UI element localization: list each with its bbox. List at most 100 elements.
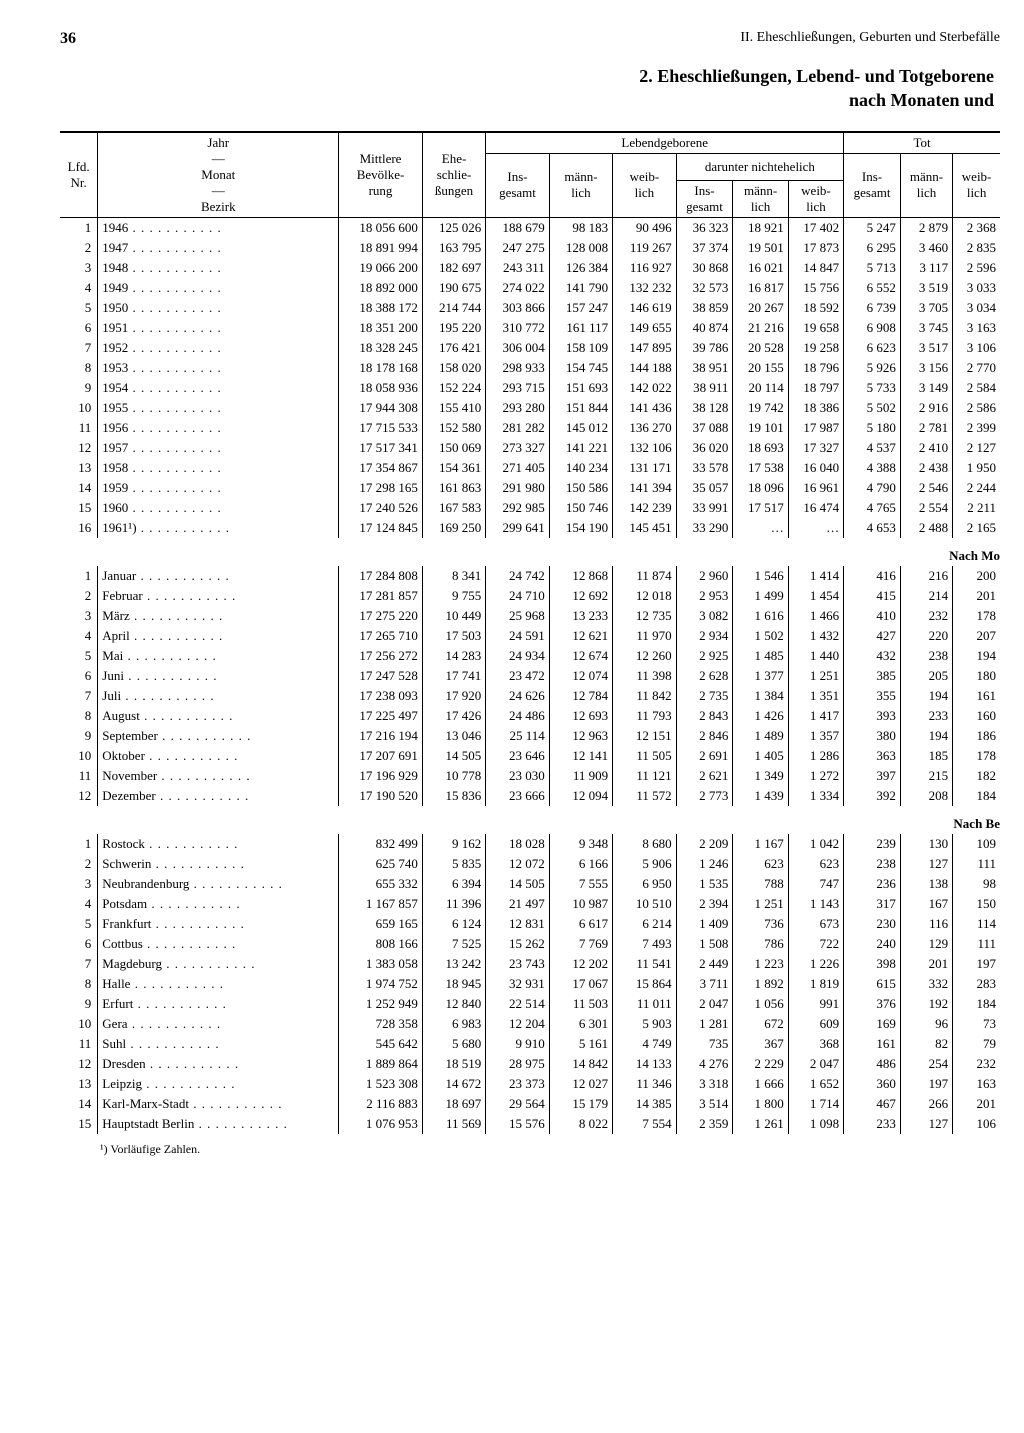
table-cell: 141 436	[613, 398, 676, 418]
table-cell: 3 514	[676, 1094, 733, 1114]
table-cell: 310 772	[486, 318, 549, 338]
table-cell: 238	[844, 854, 901, 874]
table-cell: 2 621	[676, 766, 733, 786]
table-cell: 9	[60, 726, 98, 746]
table-cell: 216	[900, 566, 952, 586]
table-cell: 8 680	[613, 834, 676, 854]
table-cell: 1 251	[788, 666, 843, 686]
table-cell: 12 621	[549, 626, 612, 646]
table-cell: 12 963	[549, 726, 612, 746]
table-cell: 240	[844, 934, 901, 954]
table-cell: 18 386	[788, 398, 843, 418]
table-cell: 786	[733, 934, 788, 954]
table-cell: 274 022	[486, 278, 549, 298]
table-cell: 808 166	[339, 934, 423, 954]
table-cell: 1 383 058	[339, 954, 423, 974]
table-cell: 8	[60, 974, 98, 994]
table-cell: 201	[900, 954, 952, 974]
table-cell: 5 180	[844, 418, 901, 438]
table-cell: 5 906	[613, 854, 676, 874]
table-cell: 24 591	[486, 626, 549, 646]
table-cell: 19 066 200	[339, 258, 423, 278]
table-cell: 98	[953, 874, 1000, 894]
table-cell: 3	[60, 606, 98, 626]
table-cell: 160	[953, 706, 1000, 726]
table-cell: 194	[900, 686, 952, 706]
section-heading-row: Nach Mo	[60, 538, 1000, 566]
col-m2: männ-lich	[900, 153, 952, 217]
table-row: 5Mai17 256 27214 28324 93412 67412 2602 …	[60, 646, 1000, 666]
table-cell: 25 114	[486, 726, 549, 746]
table-cell: 615	[844, 974, 901, 994]
table-cell: Januar	[98, 566, 339, 586]
table-cell: 6	[60, 318, 98, 338]
table-cell: 298 933	[486, 358, 549, 378]
table-cell: 3 705	[900, 298, 952, 318]
table-cell: 12 735	[613, 606, 676, 626]
table-cell: 8 341	[422, 566, 485, 586]
table-cell: 1 426	[733, 706, 788, 726]
table-row: 3194819 066 200182 697243 311126 384116 …	[60, 258, 1000, 278]
table-cell: 161 117	[549, 318, 612, 338]
table-row: 1Januar17 284 8088 34124 74212 86811 874…	[60, 566, 1000, 586]
table-cell: 672	[733, 1014, 788, 1034]
table-cell: 7	[60, 338, 98, 358]
table-cell: 11 011	[613, 994, 676, 1014]
table-cell: 8	[60, 706, 98, 726]
table-cell: 736	[733, 914, 788, 934]
table-cell: Schwerin	[98, 854, 339, 874]
table-cell: 96	[900, 1014, 952, 1034]
table-cell: 3 163	[953, 318, 1000, 338]
table-cell: 145 012	[549, 418, 612, 438]
table-cell: 6	[60, 934, 98, 954]
title-line-1: 2. Eheschließungen, Lebend- und Totgebor…	[639, 66, 994, 86]
table-title: 2. Eheschließungen, Lebend- und Totgebor…	[60, 64, 1000, 113]
table-cell: 18 056 600	[339, 217, 423, 238]
table-cell: 11 572	[613, 786, 676, 806]
table-cell: 38 859	[676, 298, 733, 318]
table-cell: 17 284 808	[339, 566, 423, 586]
table-cell: 201	[953, 586, 1000, 606]
table-cell: 2 835	[953, 238, 1000, 258]
table-cell: 735	[676, 1034, 733, 1054]
table-cell: 154 361	[422, 458, 485, 478]
table-cell: 1 405	[733, 746, 788, 766]
table-body: 1194618 056 600125 026188 67998 18390 49…	[60, 217, 1000, 1134]
table-cell: 18 891 994	[339, 238, 423, 258]
table-cell: 24 486	[486, 706, 549, 726]
table-cell: 141 221	[549, 438, 612, 458]
table-cell: 15	[60, 498, 98, 518]
table-cell: 1 272	[788, 766, 843, 786]
table-cell: 991	[788, 994, 843, 1014]
table-cell: 292 985	[486, 498, 549, 518]
table-cell: 17 067	[549, 974, 612, 994]
table-cell: 161	[844, 1034, 901, 1054]
table-cell: 12 018	[613, 586, 676, 606]
table-cell: 281 282	[486, 418, 549, 438]
table-cell: 3 318	[676, 1074, 733, 1094]
table-cell: 23 666	[486, 786, 549, 806]
table-cell: 12 260	[613, 646, 676, 666]
table-cell: 14 133	[613, 1054, 676, 1074]
table-cell: 1	[60, 834, 98, 854]
table-cell: 291 980	[486, 478, 549, 498]
table-cell: 15 836	[422, 786, 485, 806]
table-cell: 243 311	[486, 258, 549, 278]
table-cell: 17 196 929	[339, 766, 423, 786]
table-cell: 11	[60, 1034, 98, 1054]
table-cell: 142 022	[613, 378, 676, 398]
section-heading: Nach Mo	[60, 538, 1000, 566]
table-cell: 17 402	[788, 217, 843, 238]
table-cell: 1 098	[788, 1114, 843, 1134]
table-row: 11195617 715 533152 580281 282145 012136…	[60, 418, 1000, 438]
table-cell: 17 987	[788, 418, 843, 438]
table-cell: 3 149	[900, 378, 952, 398]
table-cell: 1955	[98, 398, 339, 418]
table-cell: 2 781	[900, 418, 952, 438]
table-row: 3Neubrandenburg655 3326 39414 5057 5556 …	[60, 874, 1000, 894]
table-cell: 1 351	[788, 686, 843, 706]
table-cell: 98 183	[549, 217, 612, 238]
table-cell: 21 497	[486, 894, 549, 914]
table-cell: Neubrandenburg	[98, 874, 339, 894]
table-cell: 368	[788, 1034, 843, 1054]
